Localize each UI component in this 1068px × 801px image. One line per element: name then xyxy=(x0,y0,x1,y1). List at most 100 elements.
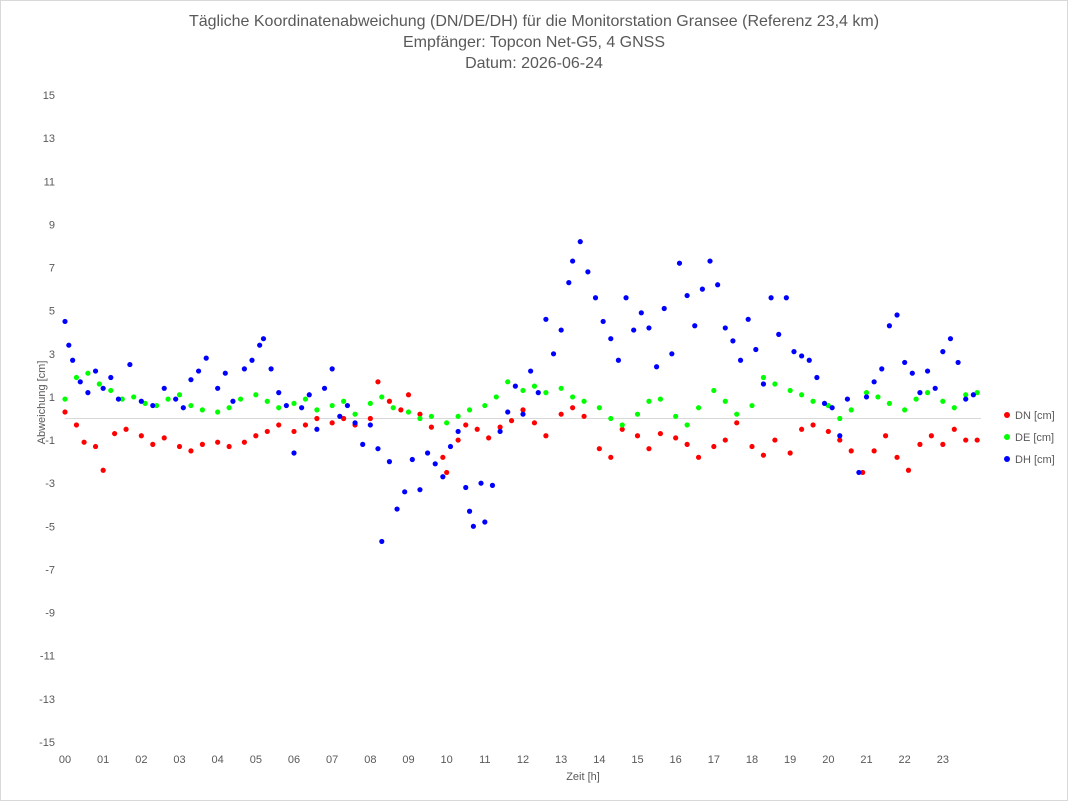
legend-marker xyxy=(1004,434,1010,440)
data-point xyxy=(535,390,541,396)
data-point xyxy=(379,394,385,400)
data-point xyxy=(142,400,148,407)
data-point xyxy=(253,392,259,398)
data-point xyxy=(772,437,778,443)
data-point xyxy=(963,392,969,398)
data-point xyxy=(268,366,274,372)
data-point xyxy=(760,374,767,381)
data-point xyxy=(707,258,713,264)
data-point xyxy=(344,402,351,409)
data-point xyxy=(871,379,877,385)
data-point xyxy=(215,385,221,391)
data-point xyxy=(161,435,167,441)
data-point xyxy=(657,430,664,437)
y-axis-label: Abweichung [cm] xyxy=(36,361,48,445)
data-point xyxy=(444,469,450,476)
data-point xyxy=(886,400,893,407)
y-tick-label: -9 xyxy=(45,608,55,620)
data-point xyxy=(825,428,831,435)
data-point xyxy=(123,426,129,432)
data-point xyxy=(684,292,690,299)
data-point xyxy=(558,327,564,333)
data-point xyxy=(974,437,980,443)
data-point xyxy=(646,325,652,331)
data-point xyxy=(543,433,549,439)
data-point xyxy=(871,448,877,454)
x-tick-label: 18 xyxy=(746,754,758,766)
data-point xyxy=(581,413,587,419)
data-point xyxy=(837,437,843,443)
y-tick-label: -11 xyxy=(40,651,55,663)
y-tick-label: -13 xyxy=(39,694,55,706)
data-point xyxy=(776,331,782,337)
data-point xyxy=(199,407,205,413)
data-point xyxy=(894,454,900,460)
x-tick-label: 08 xyxy=(364,754,376,766)
data-point xyxy=(291,400,297,407)
data-point xyxy=(825,402,831,409)
data-point xyxy=(352,411,358,417)
y-tick-label: 13 xyxy=(43,133,55,145)
data-point xyxy=(92,443,99,450)
data-point xyxy=(390,405,396,411)
data-point xyxy=(341,415,347,422)
data-point xyxy=(940,441,946,447)
data-point xyxy=(737,357,744,363)
data-point xyxy=(375,379,381,385)
data-point xyxy=(386,459,393,465)
data-point xyxy=(215,409,221,415)
data-point xyxy=(154,402,160,409)
data-point xyxy=(241,366,247,372)
data-point xyxy=(302,422,309,428)
data-point xyxy=(276,405,282,411)
data-point xyxy=(112,430,118,437)
data-point xyxy=(482,519,488,525)
data-point xyxy=(863,394,870,400)
data-point xyxy=(215,439,221,445)
chart-date: Datum: 2026-06-24 xyxy=(465,55,603,72)
data-point xyxy=(848,407,854,413)
data-point xyxy=(375,446,381,452)
x-axis-label: Zeit [h] xyxy=(566,771,600,783)
data-point xyxy=(711,443,717,450)
data-point xyxy=(970,392,976,398)
data-point xyxy=(882,433,889,439)
data-point xyxy=(692,323,698,329)
y-tick-label: 1 xyxy=(49,392,55,404)
data-point xyxy=(150,402,156,409)
data-point xyxy=(398,407,404,413)
data-point xyxy=(856,469,862,476)
x-tick-label: 21 xyxy=(860,754,872,766)
data-point xyxy=(444,420,450,426)
data-point xyxy=(799,353,805,359)
data-point xyxy=(188,402,194,409)
data-point xyxy=(951,405,957,411)
data-point xyxy=(531,383,538,389)
x-tick-label: 06 xyxy=(288,754,300,766)
data-point xyxy=(230,398,236,404)
chart-title: Tägliche Koordinatenabweichung (DN/DE/DH… xyxy=(188,13,880,30)
x-tick-label: 12 xyxy=(517,754,529,766)
x-tick-label: 10 xyxy=(441,754,453,766)
x-tick-label: 14 xyxy=(593,754,605,766)
data-point xyxy=(314,415,320,422)
data-point xyxy=(131,394,137,400)
data-point xyxy=(734,420,740,426)
data-point xyxy=(848,448,854,454)
data-point xyxy=(749,443,755,450)
x-tick-label: 15 xyxy=(631,754,643,766)
data-point xyxy=(634,433,641,439)
data-point xyxy=(127,361,133,368)
data-point xyxy=(875,394,881,400)
data-point xyxy=(821,400,828,407)
data-point xyxy=(699,286,705,292)
data-point xyxy=(100,467,106,473)
data-point xyxy=(264,428,270,435)
data-point xyxy=(81,439,87,445)
data-point xyxy=(367,422,373,428)
data-point xyxy=(85,370,91,376)
data-point xyxy=(424,450,431,456)
data-point xyxy=(62,396,68,402)
data-point xyxy=(676,260,683,266)
points-layer xyxy=(62,239,980,545)
